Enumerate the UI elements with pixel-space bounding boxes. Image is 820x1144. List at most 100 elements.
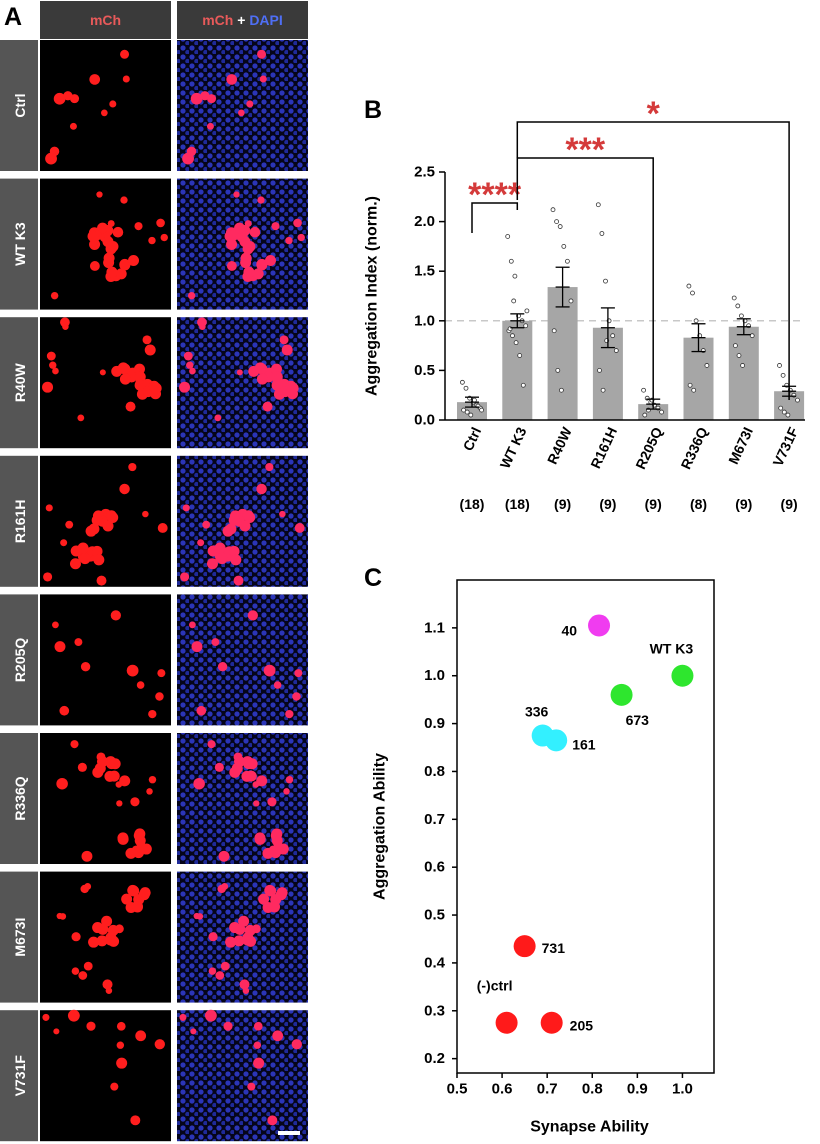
cell bbox=[53, 92, 66, 105]
cell bbox=[60, 539, 68, 547]
merge-image bbox=[177, 733, 308, 864]
x-tick-label: 0.9 bbox=[627, 1081, 648, 1098]
x-tick-label: V731F bbox=[769, 424, 801, 469]
data-point bbox=[512, 273, 518, 279]
cell bbox=[102, 236, 114, 248]
data-point bbox=[781, 409, 787, 415]
cell bbox=[134, 371, 146, 383]
cell bbox=[214, 542, 226, 554]
scatter-point bbox=[540, 1011, 563, 1034]
row-label-bg bbox=[0, 1010, 38, 1142]
cell bbox=[43, 572, 53, 582]
cell bbox=[186, 361, 194, 369]
cell bbox=[83, 961, 93, 971]
row-label: R205Q bbox=[12, 638, 28, 682]
cell bbox=[285, 236, 293, 245]
cell bbox=[196, 705, 207, 716]
cell bbox=[267, 1115, 278, 1126]
cell bbox=[283, 788, 290, 795]
cell bbox=[179, 381, 191, 393]
cell bbox=[142, 335, 152, 345]
x-tick-label: M673I bbox=[725, 425, 756, 467]
cell bbox=[157, 669, 166, 678]
row-label: R40W bbox=[12, 362, 28, 402]
cell bbox=[225, 523, 237, 535]
x-tick-label: 0.5 bbox=[447, 1081, 468, 1098]
cell bbox=[285, 775, 294, 784]
cell bbox=[254, 832, 266, 844]
cell bbox=[253, 1041, 262, 1049]
cell bbox=[93, 554, 105, 566]
data-point bbox=[599, 231, 605, 236]
data-point bbox=[693, 318, 699, 324]
cell bbox=[60, 317, 70, 328]
cell bbox=[116, 800, 123, 807]
cell bbox=[139, 887, 151, 899]
data-point bbox=[513, 340, 519, 346]
cell bbox=[225, 936, 237, 948]
cell bbox=[216, 553, 228, 565]
cell bbox=[120, 196, 128, 204]
cell bbox=[243, 266, 255, 278]
cell bbox=[80, 662, 91, 672]
x-tick-label: R161H bbox=[587, 425, 620, 471]
cell bbox=[217, 662, 228, 672]
y-tick-label: 0.9 bbox=[424, 715, 445, 732]
data-point bbox=[559, 387, 564, 393]
data-point bbox=[554, 219, 559, 225]
cell bbox=[246, 758, 258, 770]
cell bbox=[88, 936, 100, 948]
cell bbox=[100, 109, 108, 117]
n-label: (18) bbox=[505, 496, 530, 512]
cell bbox=[42, 381, 54, 393]
y-tick-label: 0.3 bbox=[424, 1002, 445, 1019]
cell bbox=[89, 238, 101, 250]
cell bbox=[197, 317, 207, 328]
data-point bbox=[600, 387, 606, 393]
data-point bbox=[555, 367, 561, 373]
plot-frame bbox=[456, 579, 715, 1074]
point-label: 161 bbox=[572, 736, 596, 752]
cell bbox=[259, 75, 267, 83]
data-point bbox=[461, 407, 467, 413]
x-tick-label: R336Q bbox=[678, 425, 711, 472]
cell bbox=[110, 1082, 119, 1091]
x-tick-label: 0.7 bbox=[537, 1081, 558, 1098]
cell bbox=[234, 222, 246, 234]
cell bbox=[226, 261, 237, 271]
column-header-part: mCh bbox=[90, 12, 121, 28]
data-point bbox=[520, 382, 526, 388]
cell bbox=[156, 218, 165, 228]
point-label: 673 bbox=[626, 712, 650, 728]
cell bbox=[281, 344, 293, 356]
data-point bbox=[731, 295, 737, 301]
n-label: (9) bbox=[599, 496, 616, 512]
cell bbox=[87, 230, 99, 242]
cell bbox=[273, 681, 282, 689]
cell bbox=[220, 961, 230, 971]
cell bbox=[257, 49, 267, 59]
scatter-point bbox=[513, 935, 536, 958]
data-point bbox=[749, 333, 755, 339]
cell bbox=[206, 122, 214, 130]
cell bbox=[109, 758, 121, 770]
cell bbox=[102, 979, 113, 990]
cell bbox=[256, 483, 267, 495]
cell bbox=[128, 462, 137, 472]
data-point bbox=[603, 278, 608, 284]
significance-label: **** bbox=[468, 176, 522, 214]
cell bbox=[268, 900, 280, 912]
cell bbox=[202, 520, 211, 529]
data-point bbox=[517, 353, 523, 358]
data-point bbox=[641, 387, 646, 393]
cell bbox=[196, 913, 204, 920]
column-header-bg bbox=[177, 1, 308, 39]
cell bbox=[200, 91, 210, 101]
y-tick-label: 1.5 bbox=[414, 263, 435, 280]
cell bbox=[180, 572, 190, 582]
cell bbox=[77, 762, 87, 772]
data-point bbox=[597, 367, 602, 373]
cell bbox=[53, 1028, 60, 1035]
y-tick-label: 1.0 bbox=[414, 312, 435, 329]
